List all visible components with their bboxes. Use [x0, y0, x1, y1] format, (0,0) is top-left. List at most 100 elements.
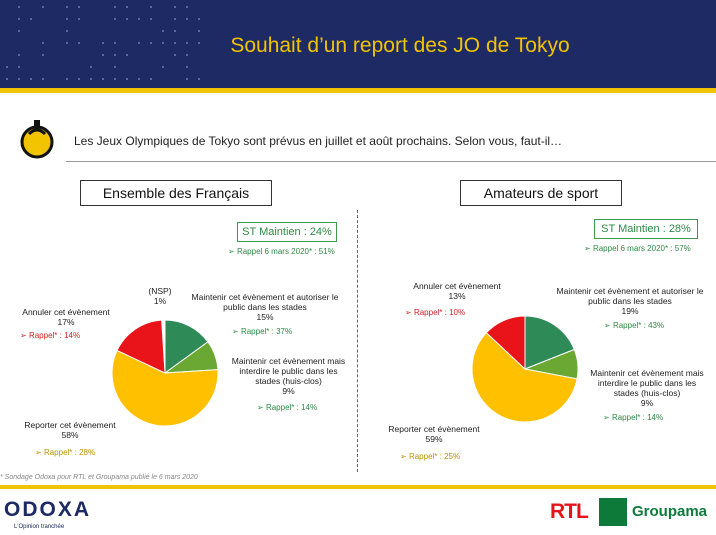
header-pattern-dot [6, 66, 8, 68]
label-cancel-all: Annuler cet évènement 17% [14, 307, 118, 327]
st-rappel-all: ➢ Rappel 6 mars 2020* : 51% [228, 247, 335, 256]
header-pattern-dot [198, 78, 200, 80]
header-pattern-dot [114, 42, 116, 44]
groupama-logo-icon [599, 498, 627, 526]
label-report-all: Reporter cet évènement 58% [10, 420, 130, 440]
header-pattern-dot [126, 18, 128, 20]
question-text: Les Jeux Olympiques de Tokyo sont prévus… [74, 134, 562, 148]
page-title: Souhait d’un report des JO de Tokyo [200, 34, 600, 58]
odoxa-tagline: L'Opinion tranchée [14, 524, 64, 530]
header-pattern-dot [186, 42, 188, 44]
header-pattern-dot [198, 30, 200, 32]
rappel-report-all-text: Rappel* : 28% [44, 448, 95, 457]
label-report-sport-value: 59% [425, 434, 442, 444]
header-pattern-dot [6, 78, 8, 80]
header-pattern-dot [186, 78, 188, 80]
label-huis-clos-all-value: 9% [282, 386, 294, 396]
st-rappel-sport-text: Rappel 6 mars 2020* : 57% [593, 244, 691, 253]
header-pattern-dot [78, 18, 80, 20]
header-pattern-dot [102, 78, 104, 80]
label-maintain-public-sport-value: 19% [621, 306, 638, 316]
header-pattern-dot [90, 66, 92, 68]
header-pattern-dot [186, 54, 188, 56]
label-nsp-all-value: 1% [154, 296, 166, 306]
header-accent-line [0, 88, 716, 93]
label-cancel-all-value: 17% [57, 317, 74, 327]
st-maintien-sport: ST Maintien : 28% [594, 219, 698, 239]
header-pattern-dot [162, 30, 164, 32]
label-nsp-all-name: (NSP) [148, 286, 171, 296]
header-pattern-dot [66, 30, 68, 32]
footnote: * Sondage Odoxa pour RTL et Groupama pub… [0, 474, 198, 481]
header-pattern-dot [186, 18, 188, 20]
label-cancel-sport-value: 13% [448, 291, 465, 301]
header-pattern-dot [162, 66, 164, 68]
header-pattern-dot [66, 18, 68, 20]
label-report-all-value: 58% [61, 430, 78, 440]
label-maintain-public-sport: Maintenir cet évènement et autoriser le … [550, 286, 710, 316]
rappel-huis-clos-sport-text: Rappel* : 14% [612, 413, 663, 422]
header-pattern-dot [42, 78, 44, 80]
question-divider [66, 161, 716, 162]
pie-chart-sport [470, 314, 580, 424]
label-nsp-all: (NSP) 1% [140, 286, 180, 306]
header-pattern-dot [114, 78, 116, 80]
header-pattern-dot [162, 42, 164, 44]
header-pattern-dot [138, 18, 140, 20]
header-pattern-dot [66, 6, 68, 8]
groupama-logo: Groupama [632, 503, 707, 520]
header-pattern-dot [198, 18, 200, 20]
header-pattern-dot [66, 78, 68, 80]
label-huis-clos-sport-name: Maintenir cet évènement mais interdire l… [590, 368, 703, 398]
rappel-report-sport-text: Rappel* : 25% [409, 452, 460, 461]
chart-title-all: Ensemble des Français [80, 180, 272, 206]
header-pattern-dot [138, 78, 140, 80]
header-pattern-dot [114, 54, 116, 56]
label-cancel-all-name: Annuler cet évènement [22, 307, 109, 317]
header-pattern-dot [18, 78, 20, 80]
footer-accent-line [0, 485, 716, 489]
header-pattern-dot [114, 66, 116, 68]
pie-chart-all [110, 318, 220, 428]
header-pattern-dot [66, 42, 68, 44]
rappel-maintain-public-sport-text: Rappel* : 43% [613, 321, 664, 330]
label-huis-clos-sport-value: 9% [641, 398, 653, 408]
header-pattern-dot [174, 18, 176, 20]
rappel-huis-clos-sport: ➢ Rappel* : 14% [603, 413, 663, 423]
header-pattern-dot [78, 78, 80, 80]
rappel-maintain-public-all: ➢ Rappel* : 37% [232, 327, 292, 337]
header-pattern-dot [18, 30, 20, 32]
header-pattern-dot [42, 54, 44, 56]
header-pattern-dot [78, 42, 80, 44]
rappel-cancel-sport-text: Rappel* : 10% [414, 308, 465, 317]
st-rappel-all-text: Rappel 6 mars 2020* : 51% [237, 247, 335, 256]
header-pattern-dot [150, 78, 152, 80]
chart-title-sport: Amateurs de sport [460, 180, 622, 206]
header-pattern-dot [150, 42, 152, 44]
header-pattern-dot [114, 18, 116, 20]
header-pattern-dot [78, 6, 80, 8]
header-pattern-dot [18, 66, 20, 68]
odoxa-question-icon [20, 118, 54, 162]
label-report-all-name: Reporter cet évènement [24, 420, 115, 430]
header-pattern-dot [126, 6, 128, 8]
header-pattern-dot [30, 18, 32, 20]
header-pattern-dot [114, 6, 116, 8]
label-huis-clos-all-name: Maintenir cet évènement mais interdire l… [232, 356, 345, 386]
header-pattern-dot [174, 54, 176, 56]
header-pattern-dot [102, 54, 104, 56]
label-report-sport: Reporter cet évènement 59% [374, 424, 494, 444]
header-pattern-dot [186, 66, 188, 68]
header-pattern-dot [186, 6, 188, 8]
header-pattern-dot [138, 42, 140, 44]
header-pattern-dot [102, 42, 104, 44]
header-pattern-dot [126, 54, 128, 56]
label-maintain-public-all: Maintenir cet évènement et autoriser le … [190, 292, 340, 322]
rappel-maintain-public-sport: ➢ Rappel* : 43% [604, 321, 664, 331]
header-pattern-dot [18, 54, 20, 56]
rappel-huis-clos-all: ➢ Rappel* : 14% [257, 403, 317, 413]
label-huis-clos-all: Maintenir cet évènement mais interdire l… [226, 356, 351, 396]
header-pattern-dot [126, 78, 128, 80]
rappel-cancel-all: ➢ Rappel* : 14% [20, 331, 80, 341]
rappel-report-all: ➢ Rappel* : 28% [35, 448, 95, 458]
